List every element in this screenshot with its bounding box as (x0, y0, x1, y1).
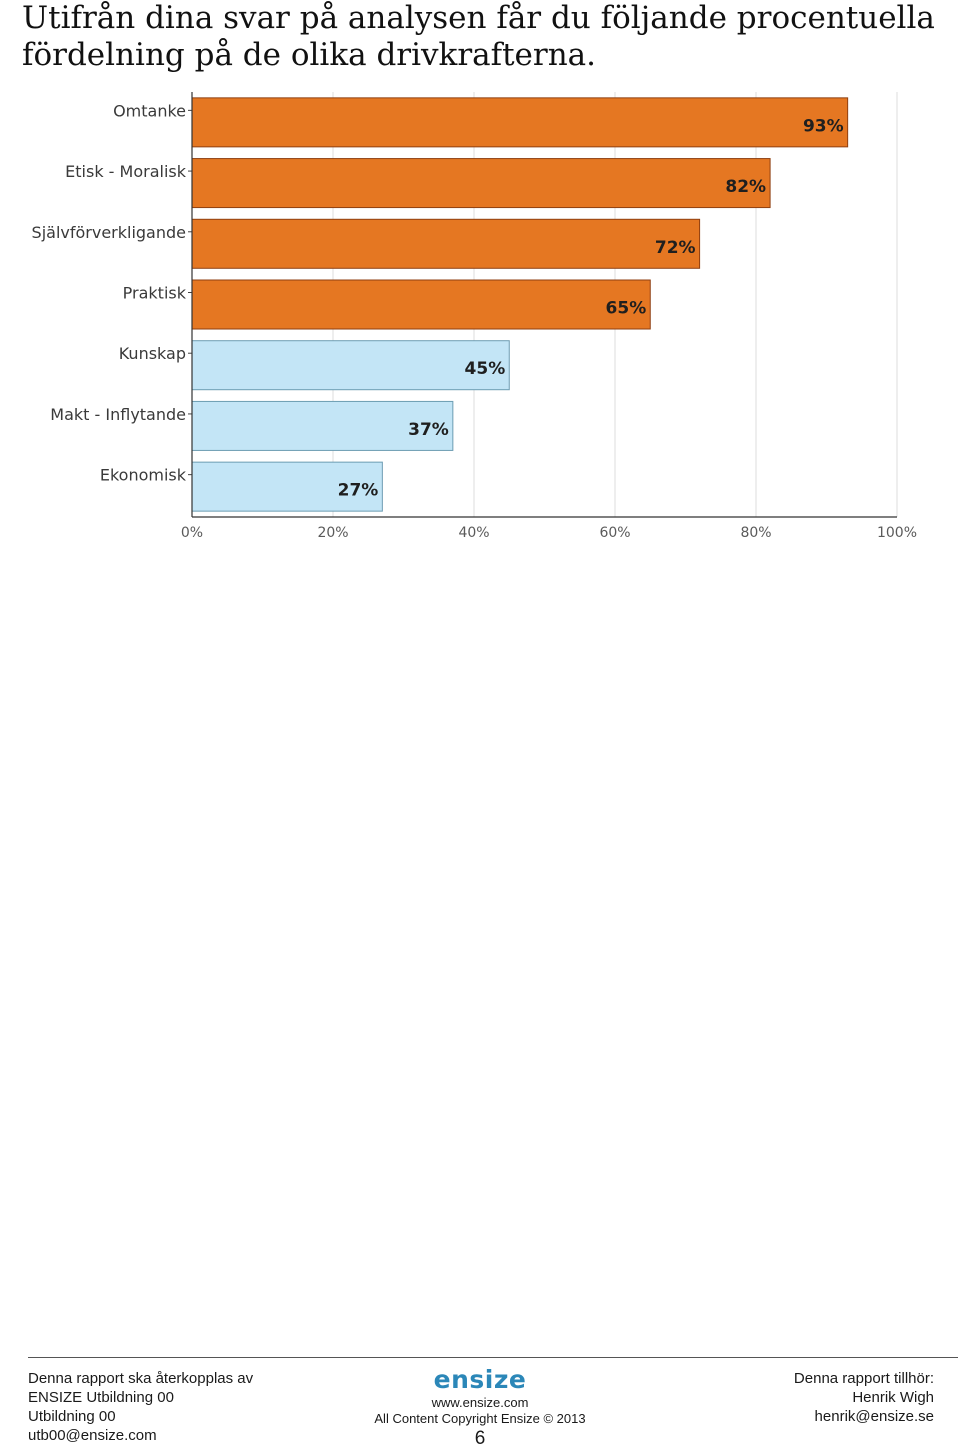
bar (191, 340, 510, 391)
category-label: Självförverkligande (32, 223, 186, 242)
x-tick-label: 20% (317, 525, 348, 541)
data-label: 45% (465, 359, 506, 379)
category-label: Omtanke (113, 101, 186, 120)
bar (191, 158, 771, 209)
category-label: Kunskap (119, 344, 186, 363)
bar (191, 97, 849, 148)
footer-right-email[interactable]: henrik@ensize.se (814, 1408, 934, 1425)
x-tick-label: 100% (877, 525, 917, 541)
page-title: Utifrån dina svar på analysen får du föl… (22, 0, 935, 73)
footer-copyright: All Content Copyright Ensize © 2013 (374, 1411, 586, 1426)
data-label: 93% (803, 116, 844, 136)
x-tick-label: 60% (599, 525, 630, 541)
footer-left-email: utb00@ensize.com (28, 1427, 157, 1444)
labels: 0% 20% 40% 60% 80% 100% Omtanke 93% Etisk - Mora… (32, 101, 917, 541)
footer-right-name: Henrik Wigh (852, 1389, 934, 1406)
data-label: 72% (655, 238, 696, 258)
footer-contact-right: Denna rapport tillhör: Henrik Wigh henri… (794, 1369, 934, 1426)
x-tick-label: 0% (181, 525, 203, 541)
bar (191, 400, 454, 451)
bar-chart: 0% 20% 40% 60% 80% 100% Omtanke 93% Etisk - Mora… (0, 80, 960, 560)
footer-divider (28, 1357, 958, 1358)
bar (191, 279, 651, 330)
axes (188, 92, 897, 518)
category-label: Ekonomisk (100, 466, 187, 485)
footer-left-line: Utbildning 00 (28, 1408, 116, 1425)
footer-right-line: Denna rapport tillhör: (793, 1370, 934, 1387)
data-label: 65% (606, 299, 647, 319)
category-label: Etisk - Moralisk (65, 162, 187, 181)
x-tick-label: 40% (458, 525, 489, 541)
data-label: 37% (408, 420, 449, 440)
footer-center: ensize www.ensize.com All Content Copyri… (330, 1367, 630, 1450)
footer-left-line: ENSIZE Utbildning 00 (28, 1389, 174, 1406)
footer-left-line: Denna rapport ska återkopplas av (28, 1370, 254, 1387)
x-tick-label: 80% (740, 525, 771, 541)
category-label: Makt - Inflytande (50, 405, 186, 424)
ensize-logo: ensize (433, 1365, 527, 1394)
page-number: 6 (474, 1428, 486, 1449)
footer-contact-left: Denna rapport ska återkopplas av ENSIZE … (28, 1369, 253, 1445)
data-label: 82% (725, 177, 766, 197)
category-label: Praktisk (123, 284, 187, 303)
chart-svg: 0% 20% 40% 60% 80% 100% Omtanke 93% Etisk - Mora… (32, 92, 917, 541)
bar (191, 218, 701, 269)
data-label: 27% (338, 481, 379, 501)
footer-website[interactable]: www.ensize.com (431, 1395, 529, 1410)
bars (191, 97, 849, 512)
